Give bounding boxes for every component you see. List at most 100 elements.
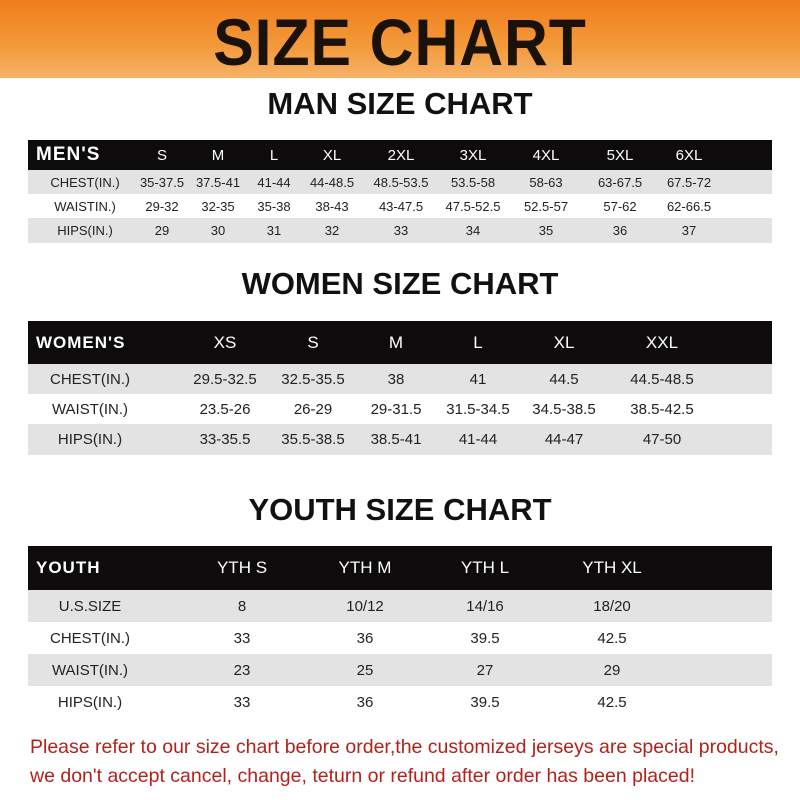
table-row: WAISTIN.) 29-32 32-35 35-38 38-43 43-47.5 47.5… (28, 194, 772, 218)
table-cell: 34.5-38.5 (532, 400, 596, 418)
table-cell: 41-44 (458, 431, 498, 448)
table-row: CHEST(IN.) 33 36 39.5 42.5 (28, 622, 772, 654)
table-cell: 52.5-57 (523, 198, 569, 214)
row-label: CHEST(IN.) (50, 370, 130, 388)
table-cell: 35-38 (257, 198, 291, 214)
row-label: CHEST(IN.) (50, 629, 130, 647)
table-cell: 67.5-72 (666, 174, 712, 190)
table-row: HIPS(IN.) 29 30 31 32 33 34 35 36 37 (28, 218, 772, 243)
table-cell: 63-67.5 (597, 174, 643, 190)
row-label: WAIST(IN.) (51, 661, 129, 679)
table-cell: 29-31.5 (370, 400, 422, 418)
men-section-title: MAN SIZE CHART (267, 86, 533, 121)
size-header: YTH M (338, 558, 392, 577)
size-header: S (307, 332, 319, 352)
table-cell: 29.5-32.5 (193, 370, 257, 388)
table-cell: 47-50 (642, 431, 682, 448)
table-cell: 48.5-53.5 (373, 174, 429, 190)
size-header: YTH XL (582, 558, 642, 577)
youth-size-table: YOUTH YTH S YTH M YTH L YTH XL U.S.SIZE 8 10/12… (28, 546, 772, 718)
table-cell: 39.5 (470, 693, 500, 711)
table-cell: 44-48.5 (309, 174, 355, 190)
table-cell: 36 (356, 629, 374, 647)
table-title-cell: MEN'S (36, 144, 101, 165)
table-cell: 37 (681, 223, 697, 238)
table-row: HIPS(IN.) 33 36 39.5 42.5 (28, 686, 772, 718)
table-cell: 35.5-38.5 (281, 431, 345, 448)
table-cell: 38-43 (315, 198, 349, 214)
table-cell: 41 (469, 370, 487, 388)
table-cell: 38.5-41 (370, 431, 422, 448)
women-section-title: WOMEN SIZE CHART (241, 266, 559, 301)
size-header: 3XL (459, 146, 487, 164)
table-cell: 27 (476, 661, 494, 679)
banner: SIZE CHART (0, 0, 800, 79)
row-label: WAISTIN.) (54, 198, 116, 214)
table-cell: 32.5-35.5 (281, 370, 345, 388)
row-label: U.S.SIZE (58, 597, 122, 615)
table-cell: 33 (233, 693, 251, 711)
size-header: 5XL (606, 146, 634, 164)
table-row: U.S.SIZE 8 10/12 14/16 18/20 (28, 590, 772, 622)
table-row: WAIST(IN.) 23.5-26 26-29 29-31.5 31.5-34.5 34… (28, 394, 772, 424)
table-cell: 29 (154, 223, 170, 238)
table-cell: 44.5-48.5 (630, 370, 694, 388)
table-cell: 34 (465, 223, 481, 238)
table-cell: 8 (237, 597, 247, 615)
size-header: 6XL (675, 146, 703, 164)
table-cell: 30 (210, 223, 226, 238)
page-title: SIZE CHART (213, 5, 587, 79)
women-size-table: WOMEN'S XS S M L XL XXL CHEST(IN.) 29.5-32.5 32.5… (28, 321, 772, 455)
table-cell: 10/12 (346, 597, 384, 615)
size-header: M (388, 332, 404, 352)
size-header: YTH L (460, 558, 510, 577)
table-cell: 33 (233, 629, 251, 647)
size-header: XS (213, 332, 237, 352)
row-label: CHEST(IN.) (50, 174, 120, 190)
table-header-row: YOUTH YTH S YTH M YTH L YTH XL (28, 546, 772, 590)
size-header: XL (553, 332, 575, 352)
table-header-row: WOMEN'S XS S M L XL XXL (28, 321, 772, 364)
table-cell: 31 (266, 223, 282, 238)
size-header: L (269, 146, 279, 164)
table-row: WAIST(IN.) 23 25 27 29 (28, 654, 772, 686)
table-cell: 62-66.5 (666, 198, 712, 214)
table-cell: 35-37.5 (139, 174, 185, 190)
table-cell: 23.5-26 (199, 400, 251, 418)
table-cell: 18/20 (593, 597, 631, 615)
table-cell: 23 (233, 661, 251, 679)
table-cell: 42.5 (597, 629, 627, 647)
size-header: YTH S (216, 558, 268, 577)
table-cell: 41-44 (257, 174, 291, 190)
table-cell: 58-63 (529, 174, 563, 190)
size-header: L (473, 332, 483, 352)
table-cell: 33 (393, 223, 409, 238)
table-row: HIPS(IN.) 33-35.5 35.5-38.5 38.5-41 41-44 44-… (28, 424, 772, 455)
table-cell: 38 (387, 370, 405, 388)
table-cell: 42.5 (597, 693, 627, 711)
size-header: M (211, 146, 225, 164)
table-cell: 35 (538, 223, 554, 238)
table-cell: 14/16 (466, 597, 504, 615)
table-cell: 33-35.5 (199, 431, 251, 448)
table-row: CHEST(IN.) 35-37.5 37.5-41 41-44 44-48.5 48.5… (28, 170, 772, 194)
row-label: HIPS(IN.) (57, 223, 113, 238)
size-header: 2XL (387, 146, 415, 164)
table-cell: 44.5 (549, 370, 579, 388)
table-cell: 57-62 (603, 198, 637, 214)
row-label: WAIST(IN.) (51, 400, 129, 418)
size-header: S (156, 146, 168, 164)
size-header: XL (322, 146, 342, 164)
table-cell: 32 (324, 223, 340, 238)
table-cell: 26-29 (293, 400, 333, 418)
youth-section-title: YOUTH SIZE CHART (248, 492, 552, 527)
table-cell: 29-32 (145, 198, 179, 214)
table-cell: 43-47.5 (378, 198, 424, 214)
table-cell: 37.5-41 (195, 174, 241, 190)
table-cell: 32-35 (201, 198, 235, 214)
table-title-cell: WOMEN'S (36, 332, 126, 352)
size-header: XXL (645, 332, 679, 352)
table-header-row: MEN'S S M L XL 2XL 3XL 4XL 5XL 6XL (28, 140, 772, 170)
men-size-table: MEN'S S M L XL 2XL 3XL 4XL 5XL 6XL CHEST(IN.) 35-37… (28, 140, 772, 243)
table-cell: 36 (356, 693, 374, 711)
